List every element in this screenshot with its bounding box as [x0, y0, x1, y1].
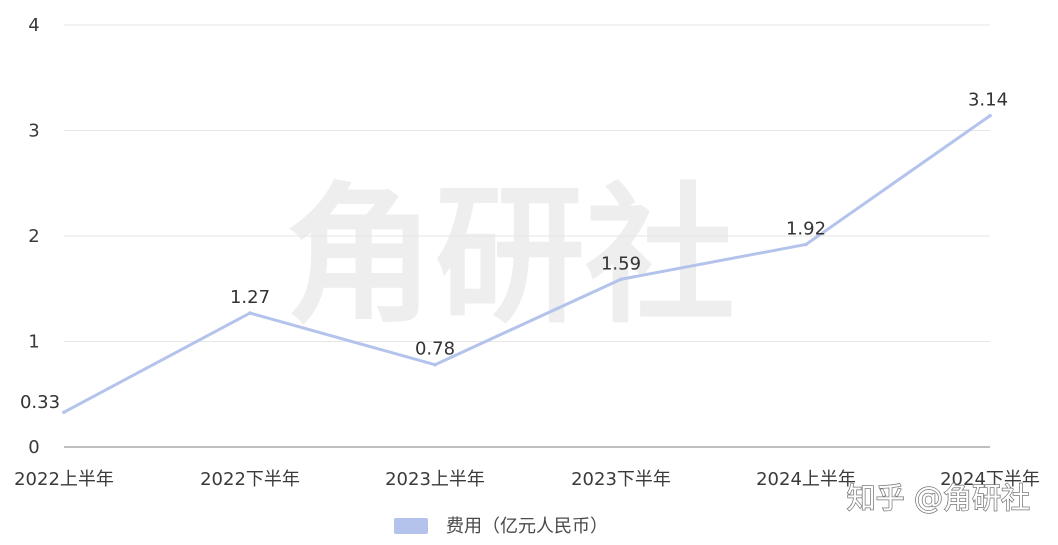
- data-label: 3.14: [968, 90, 1008, 111]
- data-point: [62, 410, 66, 414]
- data-point: [804, 242, 808, 247]
- data-label: 1.27: [230, 287, 270, 308]
- y-tick-label: 2: [28, 226, 39, 247]
- data-point: [988, 113, 992, 118]
- series-line: [62, 114, 992, 414]
- y-tick-label: 1: [28, 332, 39, 353]
- legend-label: 费用（亿元人民币）: [446, 516, 608, 537]
- source-watermark-text: 知乎 @角研社: [847, 481, 1030, 515]
- axes: 0 1 2 3 4 2022上半年 2022下半年 2023上半年 2023下半年 2024上半年…: [14, 15, 1040, 490]
- data-label: 1.59: [601, 253, 641, 274]
- x-tick-label: 2023上半年: [385, 469, 485, 490]
- y-tick-label: 3: [28, 121, 39, 142]
- watermark: 角研社: [285, 170, 735, 344]
- data-labels: 0.33 1.27 0.78 1.59 1.92 3.14: [20, 90, 1008, 413]
- gridlines: [64, 24, 990, 342]
- data-point: [248, 311, 252, 315]
- data-label: 1.92: [786, 218, 826, 239]
- y-tick-label: 4: [28, 15, 39, 36]
- source-watermark: 知乎 @角研社: [846, 480, 1031, 516]
- legend-swatch: [394, 518, 428, 534]
- x-tick-label: 2022上半年: [14, 469, 114, 490]
- x-tick-label: 2024上半年: [756, 469, 856, 490]
- series-layer: [62, 113, 992, 414]
- watermark-text: 角研社: [285, 170, 735, 344]
- x-tick-label: 2024下半年: [940, 469, 1040, 490]
- data-point: [433, 362, 437, 367]
- y-tick-label: 0: [28, 437, 39, 458]
- data-label: 0.33: [20, 392, 60, 413]
- x-tick-label: 2022下半年: [200, 469, 300, 490]
- data-point: [619, 277, 623, 282]
- data-label: 0.78: [415, 339, 455, 360]
- x-tick-label: 2023下半年: [571, 469, 671, 490]
- legend: 费用（亿元人民币）: [394, 516, 608, 537]
